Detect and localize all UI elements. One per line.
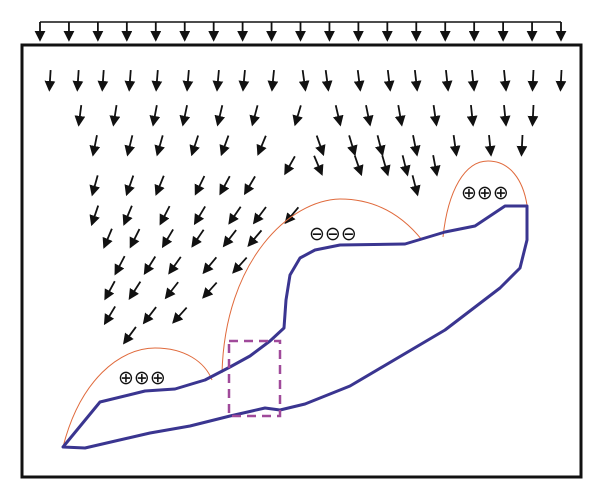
field-arrow <box>143 256 157 276</box>
field-arrow <box>429 155 441 177</box>
field-boundary-right <box>442 160 528 238</box>
field-arrow <box>149 105 161 127</box>
field-arrow <box>429 104 441 127</box>
positive-charges-left: ⊕⊕⊕ <box>118 367 166 389</box>
field-arrow <box>44 69 56 92</box>
field-arrow <box>238 69 250 92</box>
field-arrow <box>249 105 260 127</box>
field-arrow <box>172 306 188 324</box>
field-arrow <box>527 69 539 92</box>
field-arrow <box>154 135 165 157</box>
field-arrow <box>114 255 126 276</box>
field-arrow <box>189 135 200 157</box>
field-arrow <box>222 229 237 248</box>
field-arrow <box>182 69 194 92</box>
field-arrow <box>191 229 205 248</box>
body-outline <box>61 204 529 450</box>
field-arrow <box>151 69 163 92</box>
field-arrow <box>467 69 479 92</box>
field-arrow <box>555 69 567 92</box>
field-arrow <box>161 228 174 249</box>
field-arrow <box>247 229 263 247</box>
field-arrow <box>332 105 344 127</box>
field-arrow <box>410 69 422 92</box>
field-arrow <box>232 256 248 274</box>
field-arrow <box>124 175 135 197</box>
field-arrow <box>129 228 141 249</box>
field-arrow <box>516 134 528 157</box>
field-arrow <box>410 175 421 197</box>
field-arrow <box>212 69 224 92</box>
field-arrow <box>219 175 231 196</box>
field-boundary-left <box>62 347 213 448</box>
field-arrow <box>484 134 496 157</box>
field-arrow <box>193 205 206 226</box>
field-arrow <box>353 155 364 177</box>
field-arrow <box>313 155 324 176</box>
field-arrow <box>124 135 136 157</box>
field-arrow <box>362 105 374 127</box>
field-arrow <box>103 305 116 326</box>
field-arrow <box>104 280 116 301</box>
field-arrow <box>89 205 100 227</box>
field-arrow <box>252 206 267 225</box>
field-arrow <box>159 205 171 226</box>
field-arrow <box>499 69 511 92</box>
field-arrow <box>202 256 218 275</box>
field-arrow <box>74 104 86 127</box>
field-arrow <box>284 206 300 225</box>
field-arrow <box>466 104 478 127</box>
field-arrow <box>267 69 279 92</box>
field-arrow <box>164 281 179 300</box>
positive-charges-right: ⊕⊕⊕ <box>461 182 509 204</box>
field-arrow <box>154 175 165 196</box>
negative-charges-middle: ⊖⊖⊖ <box>309 223 357 245</box>
field-arrow <box>499 104 511 127</box>
top-load-arrows <box>34 22 567 42</box>
field-arrow <box>292 105 303 127</box>
field-arrow <box>353 69 365 92</box>
field-arrow <box>298 69 310 92</box>
field-arrow <box>109 104 121 127</box>
field-arrow <box>168 256 182 275</box>
field-arrow <box>122 326 137 345</box>
field-arrow <box>142 306 157 325</box>
field-arrow <box>527 104 539 127</box>
field-arrow <box>449 134 461 157</box>
field-arrow <box>441 69 453 92</box>
field-arrow <box>394 104 406 127</box>
field-arrow <box>347 135 358 157</box>
field-arrow <box>97 69 109 92</box>
field-arrow <box>228 206 242 225</box>
field-arrow <box>315 135 326 157</box>
highlight-box <box>227 339 282 418</box>
field-arrow <box>284 155 296 176</box>
field-arrow <box>244 175 256 196</box>
field-arrow <box>380 155 391 177</box>
field-arrows <box>44 69 567 345</box>
field-arrow <box>122 205 133 226</box>
field-arrow <box>128 281 142 300</box>
field-arrow <box>321 69 333 92</box>
field-arrow <box>219 135 230 157</box>
field-arrow <box>89 135 101 157</box>
field-arrow <box>124 69 136 92</box>
field-arrow <box>409 135 421 157</box>
domain-frame <box>20 43 583 479</box>
field-arrow <box>256 135 267 156</box>
field-arrow <box>400 155 411 177</box>
field-arrow <box>375 135 386 157</box>
field-arrow <box>383 69 395 92</box>
field-arrow <box>72 69 84 92</box>
field-arrow <box>214 105 226 127</box>
field-boundary-middle <box>221 198 423 374</box>
field-arrow <box>194 175 206 196</box>
field-arrow <box>89 175 100 197</box>
field-arrow <box>179 105 191 127</box>
field-arrow <box>102 228 113 249</box>
field-arrow <box>202 281 218 299</box>
